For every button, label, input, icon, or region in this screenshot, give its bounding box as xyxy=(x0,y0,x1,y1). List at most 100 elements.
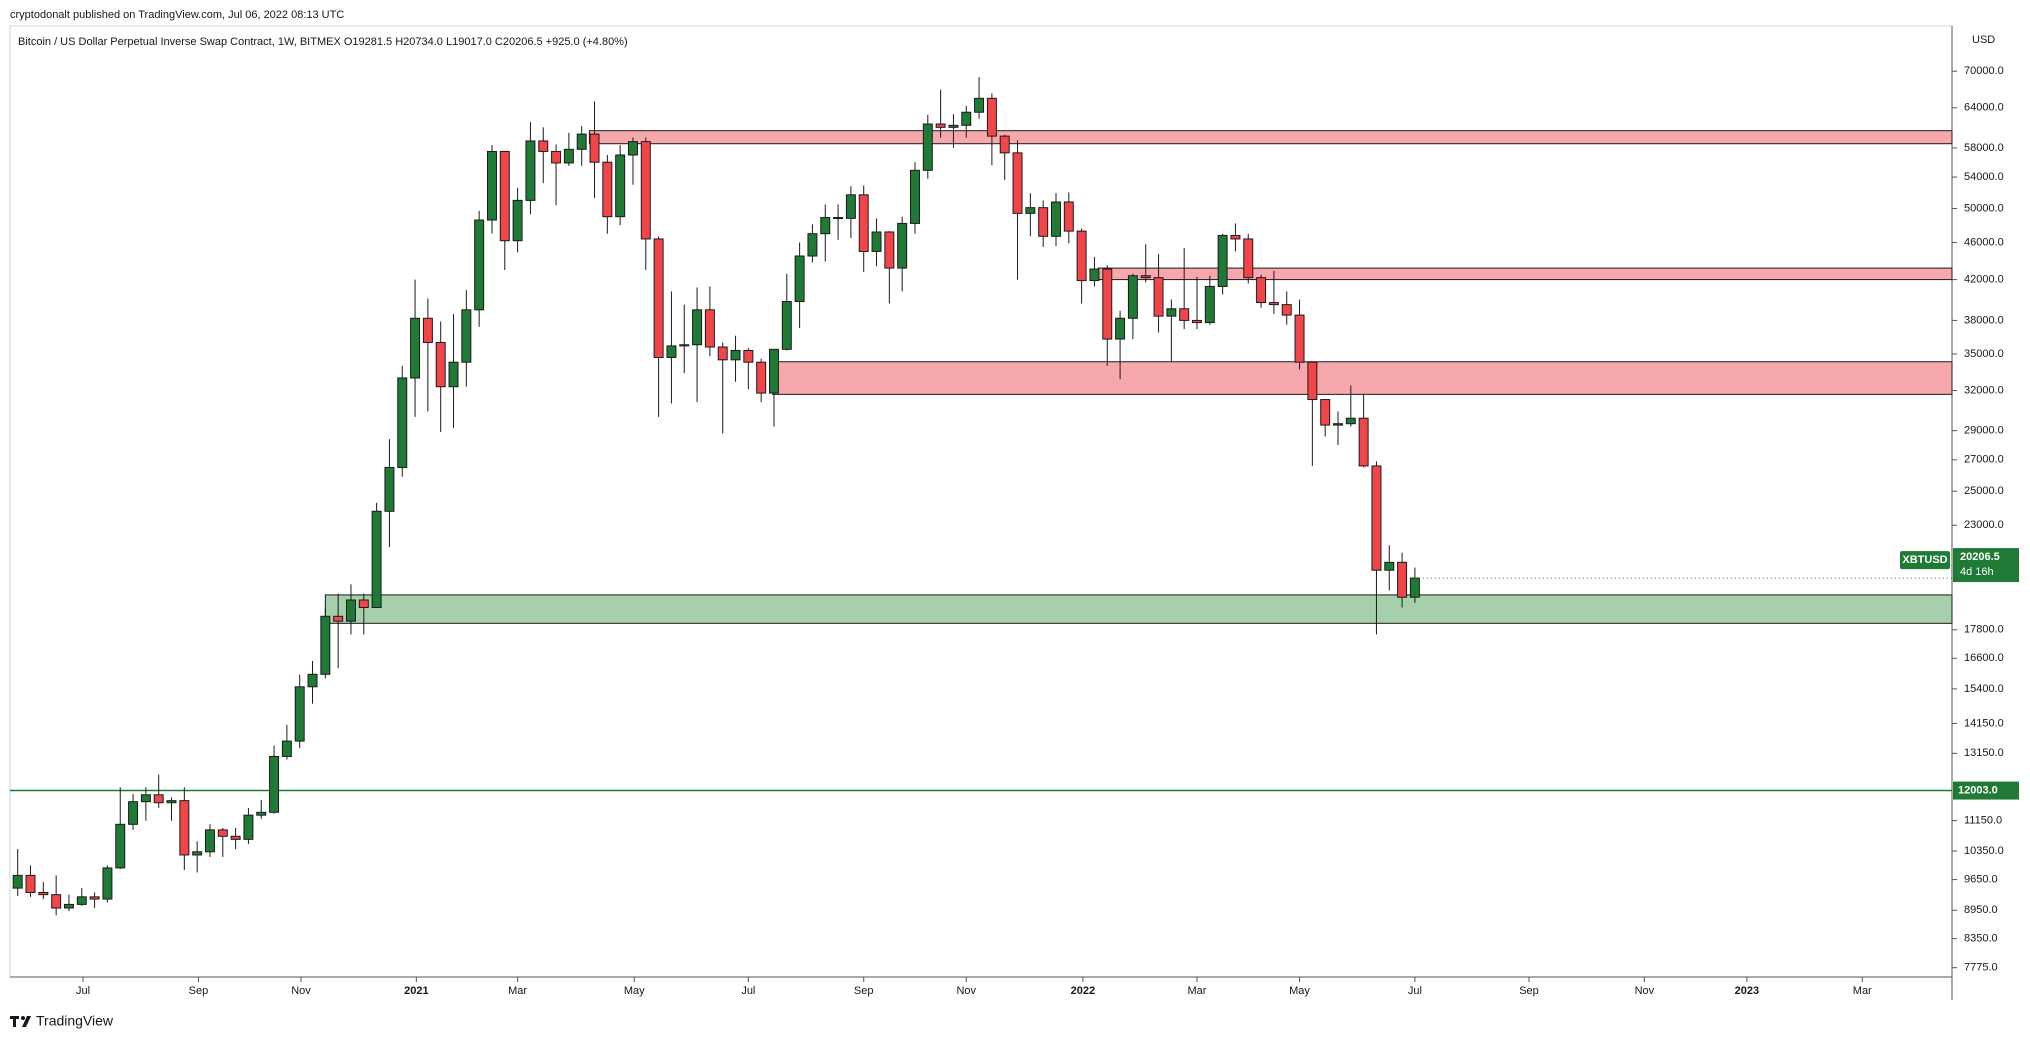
y-tick-label: 58000.0 xyxy=(1964,142,2004,154)
y-tick-label: 23000.0 xyxy=(1964,519,2004,531)
candle-body xyxy=(961,111,972,126)
candle-body xyxy=(256,811,267,816)
candle-body xyxy=(768,348,779,394)
x-tick-label: Nov xyxy=(956,985,976,997)
candle-body xyxy=(115,823,126,869)
candle-body xyxy=(333,615,344,622)
brand-logo xyxy=(10,1016,31,1027)
x-tick-label: Mar xyxy=(1188,985,1207,997)
candle-body xyxy=(974,97,985,113)
y-tick-label: 9650.0 xyxy=(1964,873,1998,885)
y-tick-label: 32000.0 xyxy=(1964,384,2004,396)
logo-dot xyxy=(21,1016,25,1020)
y-tick-label: 25000.0 xyxy=(1964,485,2004,497)
candle-body xyxy=(486,150,497,221)
candle-body xyxy=(576,133,587,150)
candle-body xyxy=(525,140,536,201)
candle-body xyxy=(999,135,1010,154)
candle-body xyxy=(1384,561,1395,571)
candle-body xyxy=(179,800,190,856)
x-tick-label: 2022 xyxy=(1071,985,1095,997)
candle-body xyxy=(615,154,626,218)
x-tick-label: 2021 xyxy=(404,985,428,997)
candle-body xyxy=(1025,207,1036,214)
candle-body xyxy=(1281,304,1292,316)
candle-body xyxy=(1307,361,1318,401)
candle-body xyxy=(153,794,164,804)
y-tick-label: 14150.0 xyxy=(1964,717,2004,729)
candle-body xyxy=(281,740,292,757)
candle-body xyxy=(922,123,933,171)
candle-body xyxy=(1012,152,1023,214)
candle-body xyxy=(666,345,677,358)
candle-body xyxy=(38,891,49,896)
y-tick-label: 54000.0 xyxy=(1964,171,2004,183)
candle-body xyxy=(653,238,664,358)
candle-body xyxy=(1294,314,1305,363)
candle-body xyxy=(358,599,369,609)
candle-body xyxy=(986,97,997,137)
x-tick-label: May xyxy=(1289,985,1310,997)
x-tick-label: Mar xyxy=(1853,985,1872,997)
candle-body xyxy=(1051,201,1061,237)
candle-body xyxy=(858,194,869,252)
zone xyxy=(324,594,1953,624)
candle-body xyxy=(474,219,485,311)
candle-body xyxy=(1166,308,1177,317)
candle-body xyxy=(192,851,203,856)
candle-body xyxy=(1409,577,1420,598)
hline-price-box xyxy=(1953,781,2019,800)
candle-body xyxy=(345,599,356,622)
x-tick-label: Jul xyxy=(741,985,755,997)
candle-body xyxy=(1102,268,1113,340)
candle-body xyxy=(1345,417,1356,425)
y-tick-label: 15400.0 xyxy=(1964,683,2004,695)
candle-body xyxy=(551,150,562,164)
candle-body xyxy=(512,199,523,242)
y-tick-label: 11150.0 xyxy=(1964,815,2002,827)
x-tick-label: Jul xyxy=(1408,985,1422,997)
candle-body xyxy=(743,349,754,363)
candle-body xyxy=(1038,207,1049,237)
x-tick-label: 2023 xyxy=(1735,985,1759,997)
hline-price-label: 12003.0 xyxy=(1958,784,1998,796)
x-tick-label: Sep xyxy=(189,985,209,997)
candle-body xyxy=(63,903,74,909)
candle-body xyxy=(461,309,472,363)
candle-body xyxy=(1192,319,1202,324)
x-tick-label: Sep xyxy=(854,985,874,997)
candle-body xyxy=(756,361,767,394)
candle-body xyxy=(128,801,139,825)
candle-body xyxy=(935,123,946,128)
candle-body xyxy=(25,874,36,893)
zone xyxy=(772,361,1953,395)
symbol-label: XBTUSD xyxy=(1902,554,1947,566)
candle-body xyxy=(704,309,715,348)
candle-body xyxy=(627,141,638,156)
candle-body xyxy=(435,341,446,388)
candle-body xyxy=(1115,317,1126,340)
brand-name: TradingView xyxy=(36,1013,114,1029)
candle-body xyxy=(1076,230,1087,282)
y-tick-label: 16600.0 xyxy=(1964,652,2004,664)
candle-body xyxy=(897,222,908,269)
y-tick-label: 38000.0 xyxy=(1964,314,2004,326)
candle-body xyxy=(909,169,920,224)
y-tick-label: 35000.0 xyxy=(1964,348,2004,360)
candle-body xyxy=(1153,277,1164,317)
x-tick-label: Nov xyxy=(291,985,311,997)
candle-body xyxy=(410,317,421,379)
candle-body xyxy=(781,301,792,350)
y-tick-label: 70000.0 xyxy=(1964,65,2004,77)
y-tick-label: 50000.0 xyxy=(1964,202,2004,214)
y-tick-label: 17800.0 xyxy=(1964,624,2004,636)
candle-body xyxy=(269,755,280,813)
candle-body xyxy=(717,346,728,361)
candle-body xyxy=(884,231,895,269)
candle-body xyxy=(1204,285,1215,324)
y-tick-label: 13150.0 xyxy=(1964,747,2004,759)
candle-body xyxy=(640,141,651,240)
candle-body xyxy=(602,161,613,218)
y-tick-label: 8350.0 xyxy=(1964,933,1998,945)
